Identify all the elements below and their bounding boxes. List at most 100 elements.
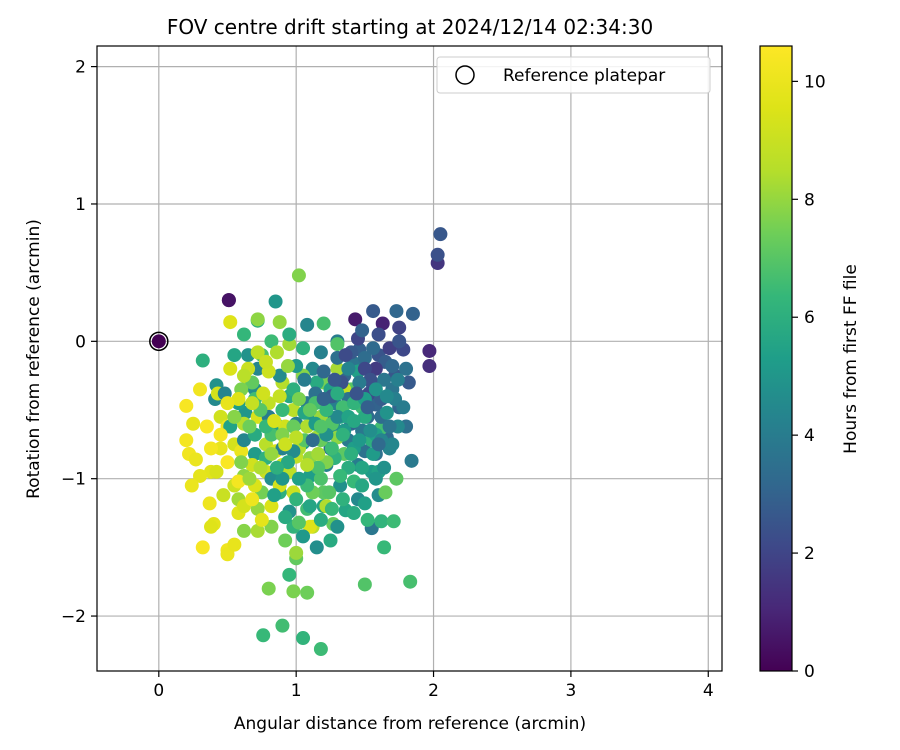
y-tick-label: 1 xyxy=(75,195,86,215)
data-point xyxy=(319,403,334,418)
data-point xyxy=(245,396,260,411)
data-point xyxy=(296,341,311,356)
data-point xyxy=(379,389,394,404)
data-point xyxy=(378,485,393,500)
colorbar-tick-label: 10 xyxy=(804,72,826,92)
data-point xyxy=(272,389,287,404)
data-point xyxy=(392,334,407,349)
data-point xyxy=(254,512,269,527)
data-point xyxy=(227,348,242,363)
x-axis-label: Angular distance from reference (arcmin) xyxy=(234,714,586,734)
legend: Reference platepar xyxy=(436,56,711,94)
data-point xyxy=(371,327,386,342)
data-point xyxy=(291,268,306,283)
data-point xyxy=(275,403,290,418)
data-point xyxy=(404,453,419,468)
data-point xyxy=(275,618,290,633)
data-point xyxy=(392,320,407,335)
data-point xyxy=(256,628,271,643)
data-point xyxy=(399,361,414,376)
legend-marker xyxy=(455,65,475,85)
data-point xyxy=(264,334,279,349)
data-point xyxy=(216,488,231,503)
data-point xyxy=(202,496,217,511)
data-point xyxy=(349,386,364,401)
reference-marker-layer xyxy=(149,331,169,352)
data-point xyxy=(368,471,383,486)
y-axis-label: Rotation from reference (arcmin) xyxy=(24,219,44,499)
legend-box xyxy=(436,56,711,94)
scatter-points xyxy=(151,227,448,657)
data-point xyxy=(278,437,293,452)
data-point xyxy=(227,537,242,552)
data-point xyxy=(346,414,361,428)
data-point xyxy=(330,361,345,376)
data-point xyxy=(385,359,400,374)
data-point xyxy=(309,375,324,390)
data-point xyxy=(389,304,404,319)
data-point xyxy=(313,471,328,486)
data-point xyxy=(193,382,208,397)
data-point xyxy=(193,468,208,483)
data-point xyxy=(357,361,372,376)
data-point xyxy=(280,359,295,374)
data-point xyxy=(377,372,392,387)
data-point xyxy=(323,533,338,548)
data-point xyxy=(278,533,293,548)
data-point xyxy=(382,419,397,434)
data-point xyxy=(422,343,437,358)
data-point xyxy=(213,427,228,442)
data-point xyxy=(403,574,418,589)
data-point xyxy=(209,464,224,479)
data-point xyxy=(223,361,238,376)
data-point xyxy=(179,433,194,448)
data-point xyxy=(355,323,370,338)
colorbar-tick-label: 8 xyxy=(804,190,815,210)
data-point xyxy=(250,312,265,327)
data-point xyxy=(297,372,312,387)
data-point xyxy=(269,345,284,360)
data-point xyxy=(204,519,219,534)
data-point xyxy=(272,368,287,383)
data-point xyxy=(316,316,331,331)
data-point xyxy=(338,348,353,363)
data-point xyxy=(330,519,345,534)
data-point xyxy=(405,306,420,321)
data-point xyxy=(221,293,236,308)
data-point xyxy=(236,368,251,383)
colorbar-ticks: 0 2 4 6 8 10 xyxy=(792,72,826,682)
data-point xyxy=(302,499,317,514)
data-point xyxy=(231,392,246,407)
data-point xyxy=(333,478,348,493)
data-point xyxy=(300,457,315,472)
data-point xyxy=(357,350,372,365)
data-point xyxy=(363,423,378,438)
data-point xyxy=(311,446,326,461)
data-point xyxy=(300,317,315,332)
data-point xyxy=(348,312,363,327)
data-point xyxy=(335,427,350,442)
data-point xyxy=(322,485,337,500)
data-point xyxy=(213,441,228,456)
data-point xyxy=(352,375,367,390)
data-point xyxy=(389,471,404,486)
data-point xyxy=(430,247,445,262)
data-point xyxy=(195,540,210,555)
data-point xyxy=(296,631,311,646)
data-point xyxy=(199,419,214,434)
data-point xyxy=(377,460,392,475)
data-point xyxy=(186,416,201,431)
data-point xyxy=(316,364,331,379)
data-point xyxy=(282,337,297,352)
data-point xyxy=(316,392,331,407)
data-point xyxy=(250,523,265,538)
data-point xyxy=(433,227,448,242)
data-point xyxy=(352,433,367,448)
data-point xyxy=(377,540,392,555)
data-point xyxy=(282,567,297,582)
data-point xyxy=(204,441,219,456)
data-point xyxy=(264,499,279,514)
data-point xyxy=(396,400,411,415)
data-point xyxy=(236,433,251,448)
y-tick-label: −1 xyxy=(61,470,86,490)
